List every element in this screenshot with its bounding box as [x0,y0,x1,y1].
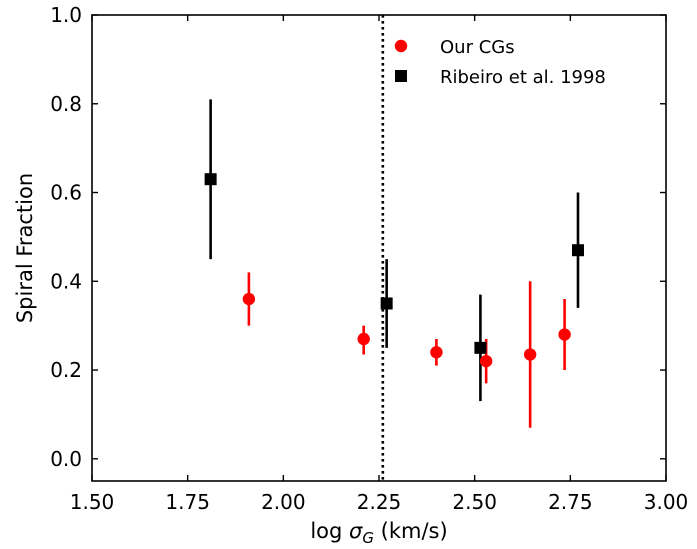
x-tick-label: 2.25 [357,490,402,514]
data-point-circle [357,332,370,346]
x-axis-label-subscript: G [362,529,374,547]
x-tick-label: 2.50 [452,490,497,514]
x-axis-label-suffix: (km/s) [374,519,448,543]
y-tick-label: 0.4 [50,269,82,293]
data-point-square [571,244,584,257]
data-point-circle [430,346,443,359]
x-tick-label: 2.00 [261,490,306,514]
data-point-circle [523,348,537,361]
axis-ticks-layer: 1.50 1.75 2.00 2.25 2.50 2.75 3.00 0.0 0.2 0.4 0.6… [50,3,688,514]
legend-marker-square [395,70,407,82]
data-point-circle [479,354,493,368]
x-tick-label: 3.00 [644,490,689,514]
legend-label: Ribeiro et al. 1998 [440,67,606,88]
error-bars-layer [209,99,580,428]
y-tick-label: 0.0 [50,447,82,471]
legend: Our CGs Ribeiro et al. 1998 [394,37,606,88]
data-markers-layer [204,173,584,368]
data-point-circle [558,328,571,341]
y-tick-label: 0.8 [50,92,82,116]
data-point-square [380,297,393,310]
data-point-circle [242,292,256,306]
y-tick-label: 1.0 [50,3,82,27]
y-tick-label: 0.2 [50,358,82,382]
x-axis-label-prefix: log [310,519,349,543]
legend-label: Our CGs [440,37,515,58]
data-point-square [474,341,487,354]
x-tick-label: 1.75 [165,490,210,514]
x-tick-label: 2.75 [548,490,593,514]
data-point-square [204,173,217,186]
x-tick-label: 1.50 [70,490,115,514]
x-axis-label: log σG (km/s) [310,519,447,547]
y-tick-label: 0.6 [50,181,82,205]
y-axis-label: Spiral Fraction [13,173,37,323]
x-axis-label-symbol: σ [349,519,363,543]
legend-marker-circle [394,39,408,53]
